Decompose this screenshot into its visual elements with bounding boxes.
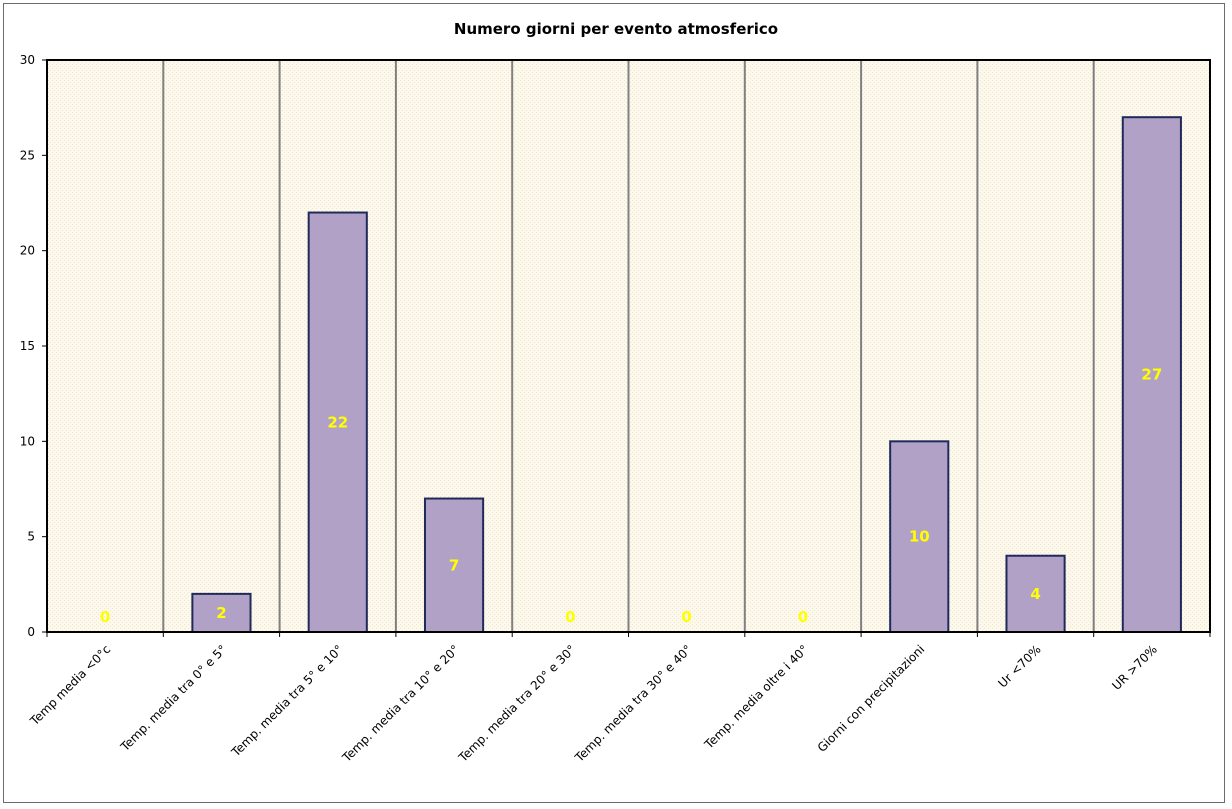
- bar: [307, 211, 368, 634]
- data-label: 27: [1141, 366, 1162, 384]
- data-label: 2: [216, 604, 226, 622]
- y-tick-label: 15: [20, 339, 35, 353]
- x-tick-label: Temp. media tra 5° e 10°: [228, 642, 346, 760]
- data-label: 0: [565, 608, 575, 626]
- bar: [889, 440, 950, 634]
- x-tick-label: Ur <70%: [995, 642, 1043, 690]
- x-tick-label: Temp. media oltre i 40°: [701, 642, 811, 752]
- data-label: 22: [327, 413, 348, 431]
- bar: [191, 592, 252, 633]
- y-tick-label: 5: [27, 530, 35, 544]
- bar: [1121, 116, 1182, 633]
- x-tick-label: Temp. media tra 10° e 20°: [339, 642, 462, 765]
- x-tick-label: Temp media <0°c: [27, 642, 113, 728]
- x-tick-label: Temp. media tra 0° e 5°: [117, 642, 229, 754]
- data-label: 0: [798, 608, 808, 626]
- data-label: 0: [100, 608, 110, 626]
- x-tick-label: Temp. media tra 30° e 40°: [572, 642, 695, 765]
- data-label: 10: [909, 528, 930, 546]
- data-label: 7: [449, 556, 459, 574]
- x-tick-label: Giorni con precipitazioni: [815, 642, 928, 755]
- x-tick-label: Temp. media tra 20° e 30°: [455, 642, 578, 765]
- chart-title: Numero giorni per evento atmosferico: [453, 20, 779, 38]
- y-tick-label: 10: [20, 434, 35, 448]
- data-label: 4: [1030, 585, 1040, 603]
- bar: [1005, 554, 1066, 634]
- bar: [423, 497, 485, 633]
- data-label: 0: [681, 608, 691, 626]
- x-tick-label: UR >70%: [1109, 642, 1160, 693]
- y-tick-label: 0: [27, 625, 35, 639]
- y-tick-label: 20: [20, 244, 35, 258]
- y-tick-label: 25: [20, 148, 35, 162]
- y-tick-label: 30: [20, 53, 35, 67]
- plot-border: [46, 59, 1211, 633]
